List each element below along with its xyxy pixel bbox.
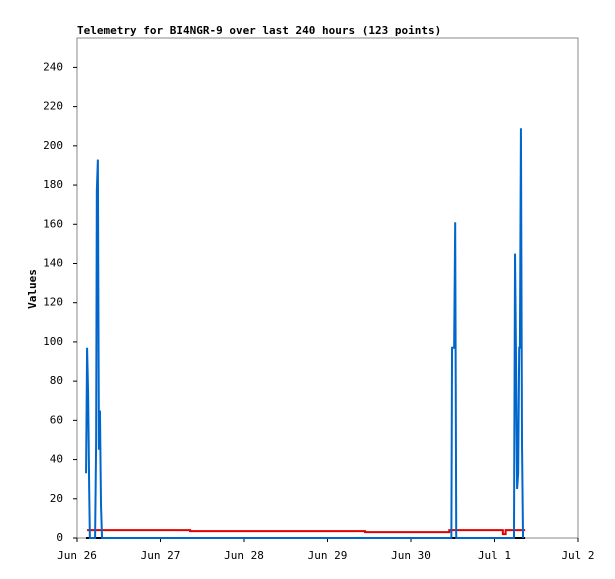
y-tick-label: 100 xyxy=(43,335,63,348)
y-tick-label: 180 xyxy=(43,178,63,191)
x-tick-label: Jun 26 xyxy=(57,549,97,562)
y-tick-label: 60 xyxy=(50,413,63,426)
y-tick-label: 40 xyxy=(50,453,63,466)
y-tick-label: 200 xyxy=(43,139,63,152)
y-tick-label: 80 xyxy=(50,374,63,387)
x-tick-label: Jul 1 xyxy=(478,549,511,562)
chart-title: Telemetry for BI4NGR-9 over last 240 hou… xyxy=(77,24,441,37)
y-tick-label: 0 xyxy=(56,531,63,544)
y-tick-label: 240 xyxy=(43,60,63,73)
x-tick-label: Jun 29 xyxy=(308,549,348,562)
x-tick-label: Jun 28 xyxy=(224,549,264,562)
y-tick-label: 20 xyxy=(50,492,63,505)
x-tick-label: Jun 27 xyxy=(141,549,181,562)
series-line xyxy=(87,529,526,536)
y-tick-label: 160 xyxy=(43,217,63,230)
y-tick-label: 220 xyxy=(43,100,63,113)
y-tick-label: 140 xyxy=(43,256,63,269)
x-tick-label: Jun 30 xyxy=(391,549,431,562)
series-line xyxy=(85,128,525,539)
x-tick-label: Jul 2 xyxy=(561,549,594,562)
y-axis-label: Values xyxy=(26,269,39,309)
y-tick-label: 120 xyxy=(43,296,63,309)
